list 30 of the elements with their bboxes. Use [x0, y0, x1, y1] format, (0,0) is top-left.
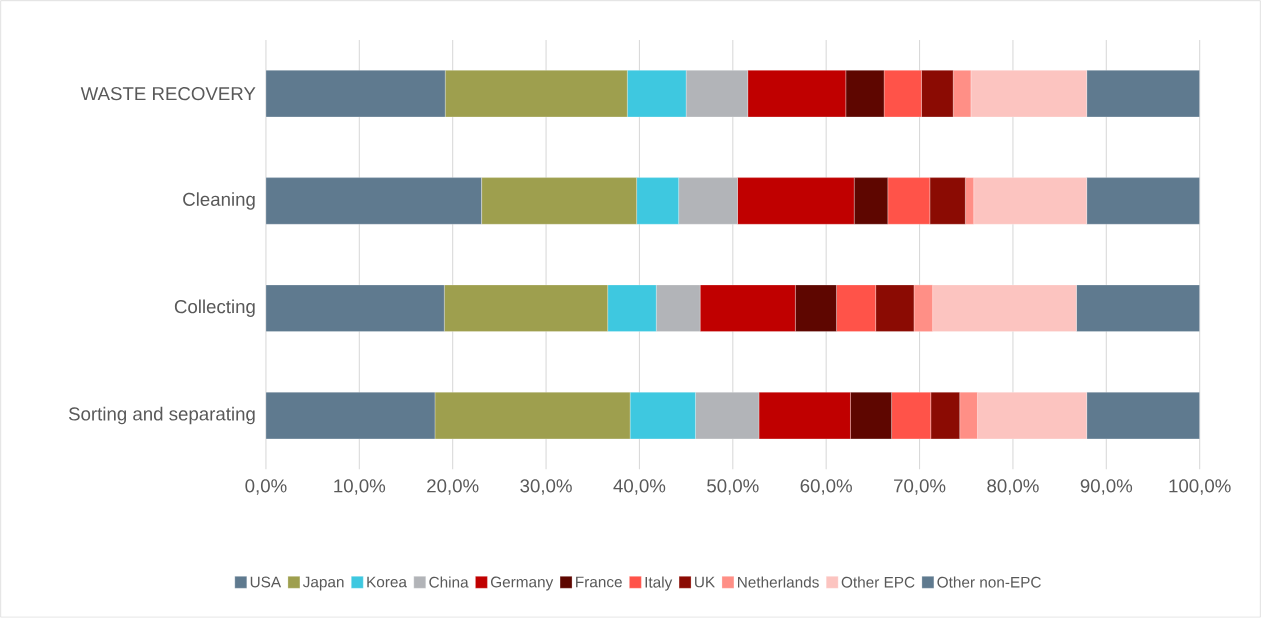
bar: [265, 177, 482, 225]
legend-label: France: [576, 576, 622, 588]
legend-label: Germany: [490, 576, 554, 591]
bar: [265, 284, 445, 332]
x-tick-label: 20,0%: [427, 479, 479, 495]
x-tick-label: 80,0%: [987, 479, 1039, 495]
y-tick-label: Collecting: [174, 299, 255, 318]
legend-label: UK: [695, 576, 715, 588]
y-tick-label: Sorting and separating: [68, 406, 255, 425]
bar: [265, 392, 436, 440]
bar: [265, 70, 446, 118]
legend-label: Other non-EPC: [937, 576, 1041, 588]
x-tick-label: 0,0%: [245, 479, 287, 495]
x-tick-label: 50,0%: [707, 479, 759, 495]
x-tick-label: 40,0%: [613, 479, 666, 495]
y-tick-label: WASTE RECOVERY: [80, 87, 256, 101]
legend-label: Japan: [302, 576, 344, 591]
x-tick-label: 60,0%: [800, 479, 852, 495]
x-tick-label: 70,0%: [894, 479, 946, 495]
legend-label: Netherlands: [738, 576, 819, 588]
legend-label: China: [429, 576, 469, 588]
legend-label: Italy: [645, 576, 673, 591]
legend-label: USA: [250, 576, 282, 588]
x-tick-label: 10,0%: [334, 479, 386, 495]
x-tick-label: 100,0%: [1169, 479, 1231, 495]
legend-label: Other EPC: [841, 576, 915, 588]
legend-label: Korea: [367, 576, 407, 588]
y-tick-label: Cleaning: [183, 192, 255, 210]
x-tick-label: 90,0%: [1080, 479, 1133, 495]
x-tick-label: 30,0%: [520, 479, 572, 495]
